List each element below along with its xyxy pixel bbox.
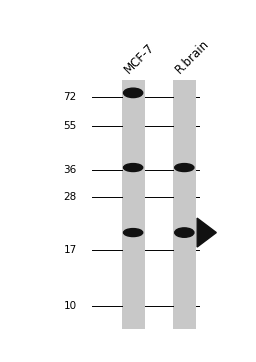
Text: 10: 10 (64, 301, 77, 311)
Text: 55: 55 (63, 121, 77, 131)
Text: 28: 28 (63, 192, 77, 202)
Ellipse shape (124, 164, 143, 172)
Text: MCF-7: MCF-7 (121, 41, 157, 76)
Text: 17: 17 (63, 245, 77, 255)
Polygon shape (197, 218, 216, 247)
Bar (122, 80, 145, 329)
Ellipse shape (175, 228, 194, 237)
Text: 72: 72 (63, 92, 77, 102)
Text: R.brain: R.brain (173, 37, 211, 76)
Text: 36: 36 (63, 165, 77, 176)
Ellipse shape (175, 164, 194, 172)
Ellipse shape (124, 88, 143, 98)
Ellipse shape (124, 228, 143, 236)
Bar (173, 80, 196, 329)
